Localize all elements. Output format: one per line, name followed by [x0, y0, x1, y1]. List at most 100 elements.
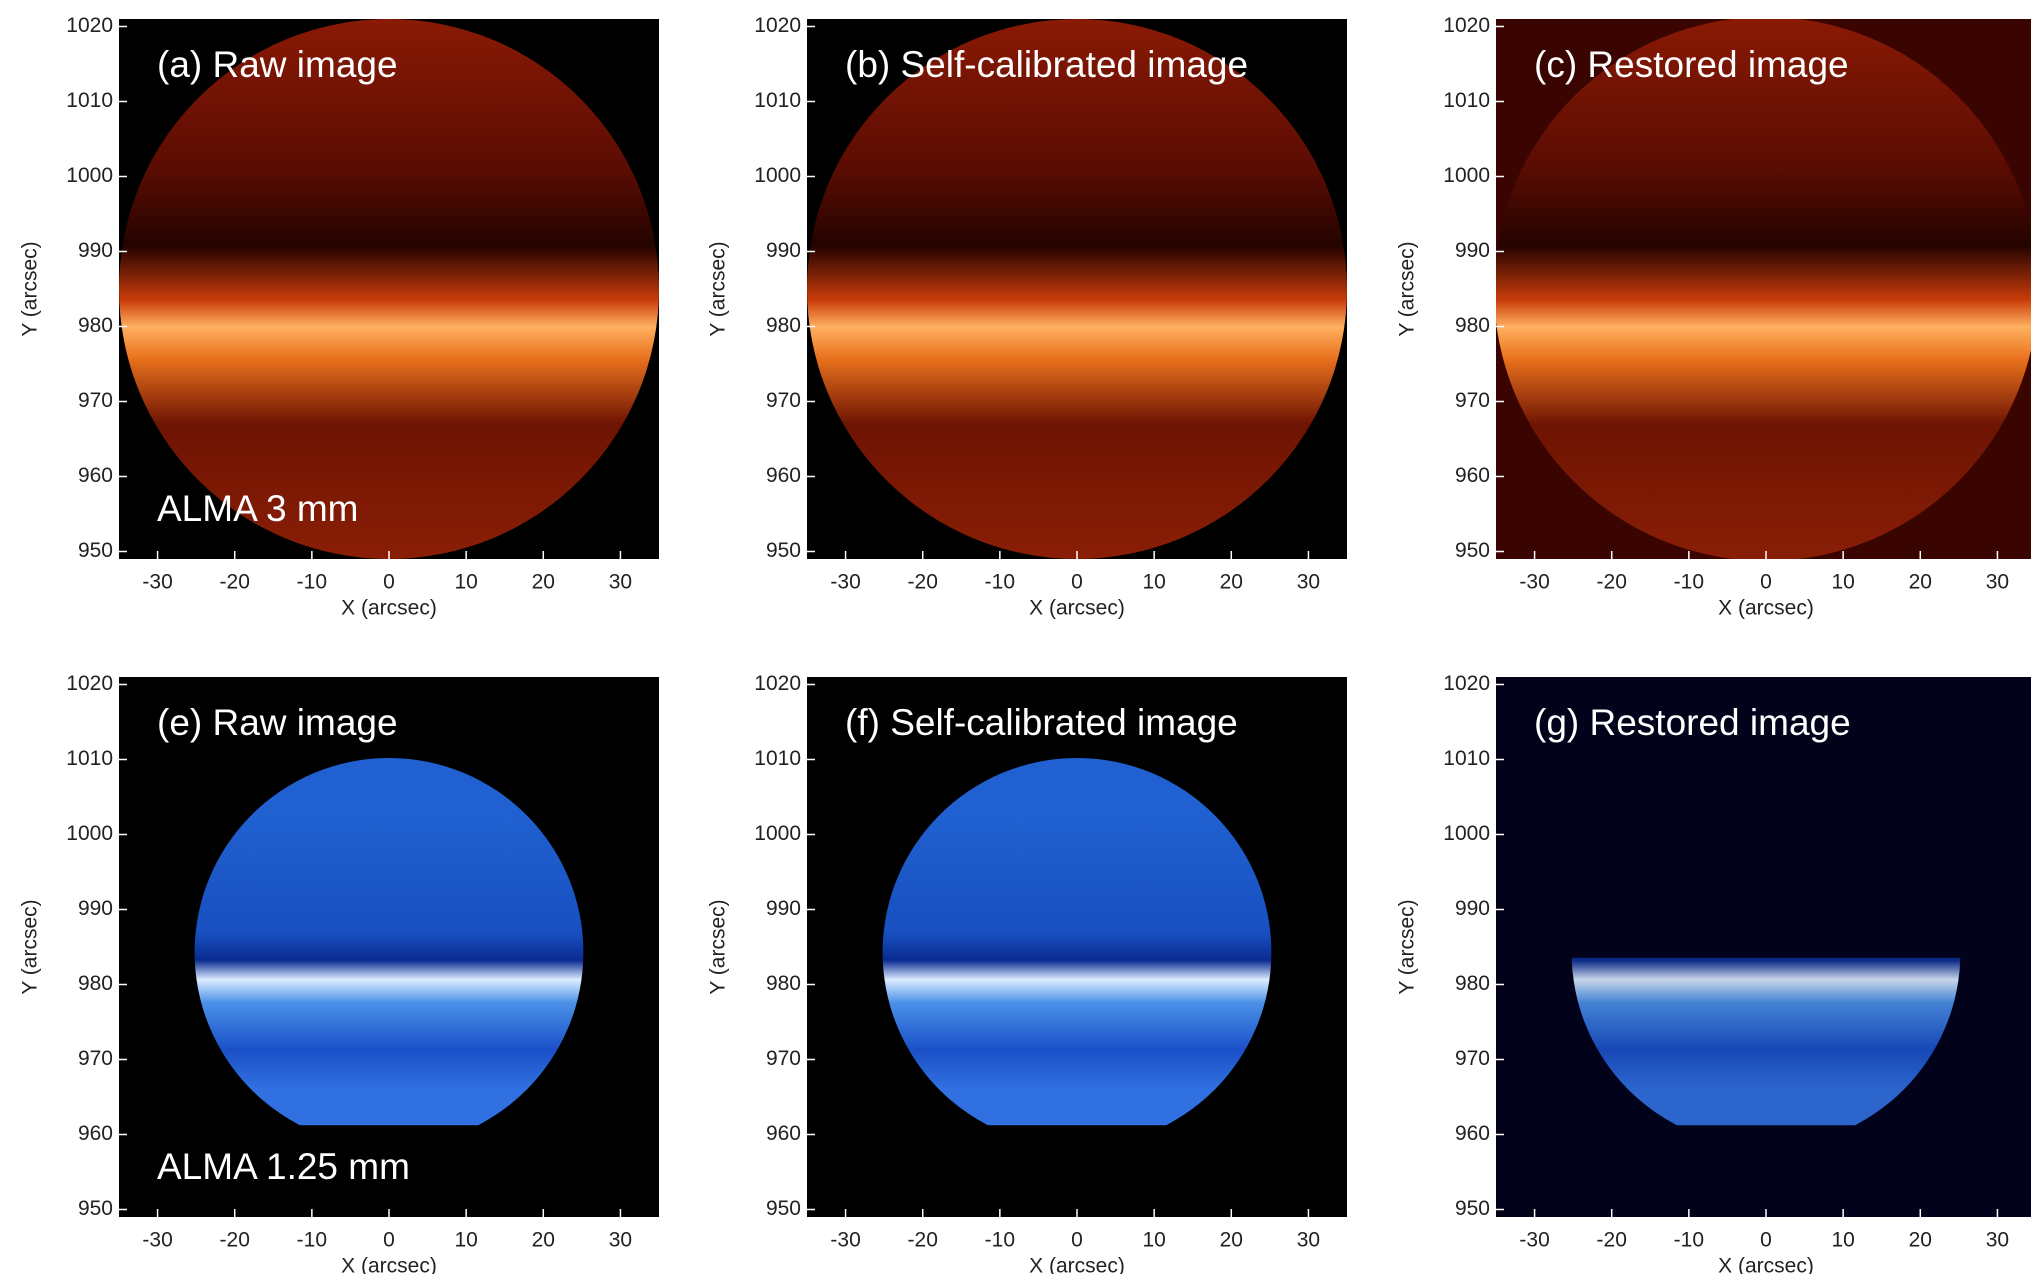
- x-tick-label: -20: [1597, 571, 1627, 594]
- x-tick-label: 30: [1986, 1229, 2009, 1252]
- x-tick-label: -20: [220, 571, 250, 594]
- image: [807, 19, 1347, 559]
- y-tick-label: 980: [1455, 972, 1490, 995]
- x-tick-label: 0: [1760, 1229, 1772, 1252]
- x-tick-label: -10: [985, 1229, 1015, 1252]
- x-tick-label: 10: [1142, 1229, 1165, 1252]
- field-of-view: [807, 19, 1347, 559]
- y-tick-label: 980: [766, 972, 801, 995]
- x-tick-label: 20: [1909, 1229, 1932, 1252]
- x-tick-label: 10: [1142, 571, 1165, 594]
- y-tick-label: 950: [766, 539, 801, 562]
- x-tick-label: -10: [985, 571, 1015, 594]
- x-axis-label: X (arcsec): [341, 1255, 437, 1274]
- field-of-view: [883, 758, 1272, 1147]
- y-tick-label: 1020: [1443, 672, 1490, 695]
- y-tick-label: 950: [78, 1197, 113, 1220]
- y-axis-label: Y (arcsec): [707, 241, 730, 336]
- y-tick-label: 960: [1455, 464, 1490, 487]
- x-axis-label: X (arcsec): [1718, 1255, 1814, 1274]
- y-tick-label: 990: [766, 239, 801, 262]
- image: [1494, 17, 2031, 561]
- x-tick-label: 20: [1220, 1229, 1243, 1252]
- panel-title: (g) Restored image: [1534, 702, 1851, 743]
- y-tick-label: 970: [78, 389, 113, 412]
- y-axis-label: Y (arcsec): [19, 899, 42, 994]
- field-of-view: [119, 19, 659, 559]
- y-tick-label: 970: [1455, 1047, 1490, 1070]
- y-tick-label: 1010: [66, 89, 113, 112]
- panel-title: (f) Self-calibrated image: [845, 702, 1238, 743]
- y-tick-label: 980: [78, 314, 113, 337]
- x-tick-label: 10: [1831, 571, 1854, 594]
- y-tick-label: 970: [766, 389, 801, 412]
- image: [119, 19, 659, 559]
- y-tick-label: 1020: [66, 672, 113, 695]
- x-tick-label: 10: [454, 571, 477, 594]
- x-tick-label: 30: [609, 1229, 632, 1252]
- panel-title: (a) Raw image: [157, 44, 398, 85]
- y-tick-label: 990: [766, 897, 801, 920]
- y-tick-label: 990: [1455, 239, 1490, 262]
- x-tick-label: 20: [532, 571, 555, 594]
- panel-title: (e) Raw image: [157, 702, 398, 743]
- x-tick-label: 0: [1071, 571, 1083, 594]
- y-tick-label: 1020: [1443, 14, 1490, 37]
- y-tick-label: 1000: [1443, 164, 1490, 187]
- x-tick-label: -10: [1674, 571, 1704, 594]
- figure: -30-20-100102030950960970980990100010101…: [0, 0, 2031, 1274]
- x-tick-label: -30: [1519, 571, 1549, 594]
- y-tick-label: 970: [766, 1047, 801, 1070]
- y-tick-label: 990: [78, 897, 113, 920]
- y-tick-label: 960: [1455, 1122, 1490, 1145]
- y-tick-label: 1000: [754, 822, 801, 845]
- y-tick-label: 1000: [66, 164, 113, 187]
- y-tick-label: 950: [1455, 1197, 1490, 1220]
- y-tick-label: 960: [78, 464, 113, 487]
- x-tick-label: -30: [142, 1229, 172, 1252]
- y-tick-label: 1000: [66, 822, 113, 845]
- x-tick-label: -30: [830, 571, 860, 594]
- y-tick-label: 970: [78, 1047, 113, 1070]
- x-tick-label: 0: [1071, 1229, 1083, 1252]
- y-tick-label: 1010: [754, 747, 801, 770]
- x-tick-label: -10: [297, 1229, 327, 1252]
- annotation: ALMA 1.25 mm: [157, 1146, 410, 1187]
- x-tick-label: 0: [1760, 571, 1772, 594]
- y-tick-label: 990: [78, 239, 113, 262]
- x-tick-label: 30: [609, 571, 632, 594]
- x-tick-label: -20: [220, 1229, 250, 1252]
- y-axis-label: Y (arcsec): [19, 241, 42, 336]
- x-tick-label: -30: [830, 1229, 860, 1252]
- x-tick-label: 10: [1831, 1229, 1854, 1252]
- disk: [195, 758, 584, 1147]
- y-tick-label: 970: [1455, 389, 1490, 412]
- x-axis-label: X (arcsec): [341, 597, 437, 620]
- x-tick-label: 10: [454, 1229, 477, 1252]
- x-tick-label: -20: [908, 571, 938, 594]
- x-tick-label: 20: [1220, 571, 1243, 594]
- y-tick-label: 1010: [66, 747, 113, 770]
- y-axis-label: Y (arcsec): [707, 899, 730, 994]
- y-tick-label: 1020: [66, 14, 113, 37]
- y-axis-label: Y (arcsec): [1396, 899, 1419, 994]
- x-tick-label: -10: [297, 571, 327, 594]
- annotation: ALMA 3 mm: [157, 488, 359, 529]
- y-tick-label: 950: [766, 1197, 801, 1220]
- panel-title: (b) Self-calibrated image: [845, 44, 1248, 85]
- y-axis-label: Y (arcsec): [1396, 241, 1419, 336]
- y-tick-label: 1000: [754, 164, 801, 187]
- x-tick-label: -10: [1674, 1229, 1704, 1252]
- x-axis-label: X (arcsec): [1029, 1255, 1125, 1274]
- y-tick-label: 1020: [754, 14, 801, 37]
- x-tick-label: 30: [1297, 571, 1320, 594]
- x-axis-label: X (arcsec): [1718, 597, 1814, 620]
- disk: [883, 758, 1272, 1147]
- field-of-view: [195, 758, 584, 1147]
